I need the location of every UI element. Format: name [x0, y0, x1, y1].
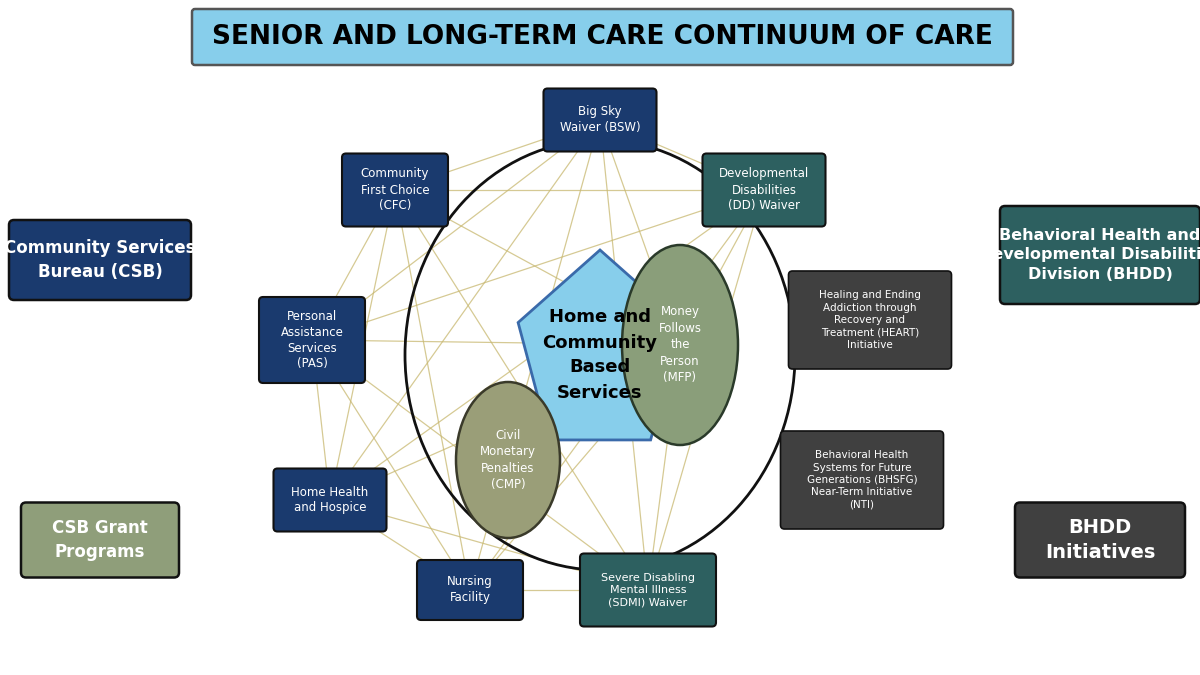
FancyBboxPatch shape	[780, 431, 943, 529]
Text: Home Health
and Hospice: Home Health and Hospice	[292, 485, 368, 514]
FancyBboxPatch shape	[1015, 502, 1186, 578]
Text: Community
First Choice
(CFC): Community First Choice (CFC)	[361, 167, 430, 213]
Text: Developmental
Disabilities
(DD) Waiver: Developmental Disabilities (DD) Waiver	[719, 167, 809, 213]
FancyBboxPatch shape	[580, 554, 716, 626]
FancyBboxPatch shape	[418, 560, 523, 620]
Text: Big Sky
Waiver (BSW): Big Sky Waiver (BSW)	[559, 105, 641, 134]
Text: Personal
Assistance
Services
(PAS): Personal Assistance Services (PAS)	[281, 310, 343, 371]
FancyBboxPatch shape	[788, 271, 952, 369]
FancyBboxPatch shape	[192, 9, 1013, 65]
Text: SENIOR AND LONG-TERM CARE CONTINUUM OF CARE: SENIOR AND LONG-TERM CARE CONTINUUM OF C…	[212, 24, 992, 50]
Text: Money
Follows
the
Person
(MFP): Money Follows the Person (MFP)	[659, 306, 702, 385]
Text: Severe Disabling
Mental Illness
(SDMI) Waiver: Severe Disabling Mental Illness (SDMI) W…	[601, 572, 695, 608]
FancyBboxPatch shape	[544, 88, 656, 151]
FancyBboxPatch shape	[702, 153, 826, 227]
Text: BHDD
Initiatives: BHDD Initiatives	[1045, 518, 1156, 562]
Text: Healing and Ending
Addiction through
Recovery and
Treatment (HEART)
Initiative: Healing and Ending Addiction through Rec…	[820, 290, 920, 350]
FancyBboxPatch shape	[22, 502, 179, 578]
FancyBboxPatch shape	[259, 297, 365, 383]
FancyBboxPatch shape	[10, 220, 191, 300]
Text: Community Services
Bureau (CSB): Community Services Bureau (CSB)	[5, 239, 196, 281]
FancyBboxPatch shape	[342, 153, 448, 227]
Text: Home and
Community
Based
Services: Home and Community Based Services	[542, 308, 658, 402]
Text: Civil
Monetary
Penalties
(CMP): Civil Monetary Penalties (CMP)	[480, 429, 536, 491]
FancyBboxPatch shape	[1000, 206, 1200, 304]
Polygon shape	[518, 250, 682, 440]
Text: Behavioral Health and
Developmental Disabilities
Division (BHDD): Behavioral Health and Developmental Disa…	[978, 227, 1200, 282]
Text: Nursing
Facility: Nursing Facility	[448, 576, 493, 605]
Text: CSB Grant
Programs: CSB Grant Programs	[52, 519, 148, 561]
Ellipse shape	[622, 245, 738, 445]
FancyBboxPatch shape	[274, 468, 386, 531]
Text: Behavioral Health
Systems for Future
Generations (BHSFG)
Near-Term Initiative
(N: Behavioral Health Systems for Future Gen…	[806, 450, 917, 510]
Ellipse shape	[456, 382, 560, 538]
